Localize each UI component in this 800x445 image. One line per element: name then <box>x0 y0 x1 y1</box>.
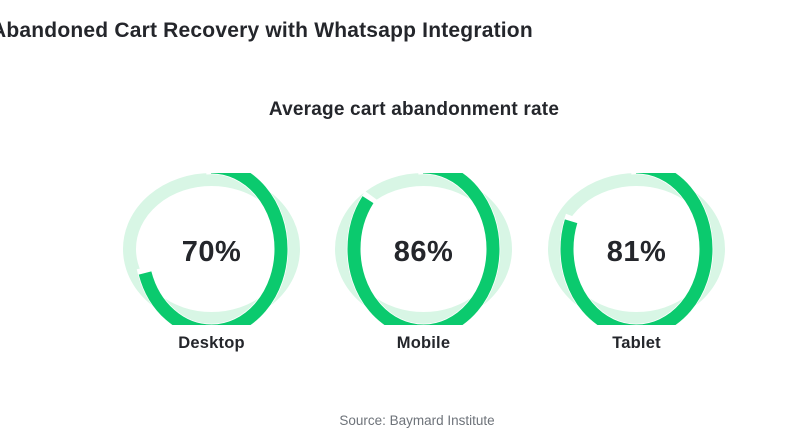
source-caption: Source: Baymard Institute <box>339 413 495 428</box>
donut-track-arc <box>335 173 512 325</box>
donut-ring-svg <box>123 173 300 325</box>
donut-chart-desktop: 70% Desktop <box>123 173 300 358</box>
donut-ring-mobile: 86% <box>335 173 512 325</box>
donut-track-arc <box>548 173 725 325</box>
donut-value-arc <box>560 173 713 325</box>
donut-ring-svg <box>335 173 512 325</box>
donut-value-arc <box>347 173 500 325</box>
page-title: Abandoned Cart Recovery with Whatsapp In… <box>0 19 533 42</box>
donut-chart-mobile: 86% Mobile <box>335 173 512 358</box>
donut-value-arc <box>135 173 288 325</box>
donut-chart-tablet: 81% Tablet <box>548 173 725 358</box>
chart-title: Average cart abandonment rate <box>268 99 560 120</box>
donut-track-arc <box>123 173 300 325</box>
category-label-desktop: Desktop <box>178 334 245 352</box>
percentage-value: 81% <box>606 236 667 268</box>
percentage-value: 86% <box>393 236 454 268</box>
category-label-mobile: Mobile <box>396 334 451 352</box>
donut-ring-desktop: 70% <box>123 173 300 325</box>
donut-ring-svg <box>548 173 725 325</box>
donut-ring-tablet: 81% <box>548 173 725 325</box>
category-label-tablet: Tablet <box>612 334 661 352</box>
percentage-value: 70% <box>181 236 242 268</box>
